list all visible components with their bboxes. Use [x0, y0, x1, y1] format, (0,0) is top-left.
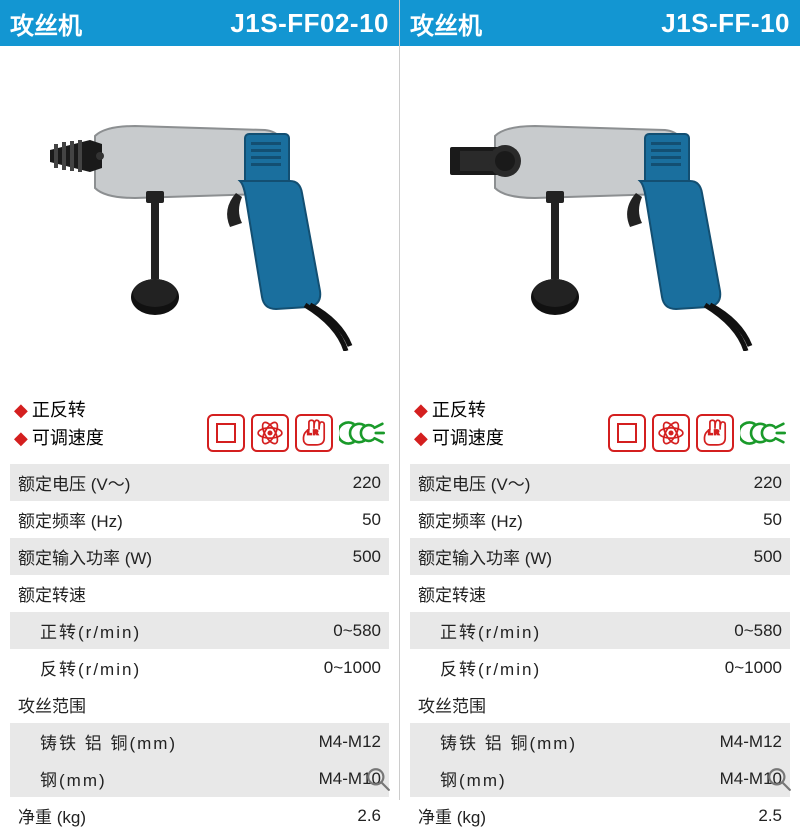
panel-header: 攻丝机 J1S-FF-10 [400, 0, 800, 46]
spec-value: 220 [353, 473, 381, 493]
diamond-icon: ◆ [414, 400, 428, 420]
spec-label: 反转(r/min) [418, 655, 541, 680]
spec-row: 额定电压 (V～) 220 [10, 464, 389, 501]
spec-section-header: 攻丝范围 [410, 686, 790, 723]
spec-value: 0~1000 [725, 658, 782, 678]
spec-row: 额定输入功率 (W) 500 [410, 538, 790, 575]
zoom-icon[interactable] [766, 766, 792, 792]
features-row: ◆正反转◆可调速度 L R [0, 396, 399, 460]
spec-row: 净重 (kg) 2.6 [10, 797, 389, 834]
spec-label: 额定输入功率 (W) [18, 544, 152, 569]
drill-illustration [440, 91, 760, 351]
spec-value: 50 [362, 510, 381, 530]
product-image [0, 46, 399, 396]
spec-label: 额定电压 (V～) [18, 470, 130, 495]
spec-table: 额定电压 (V～) 220 额定频率 (Hz) 50 额定输入功率 (W) 50… [400, 460, 800, 834]
spec-value: 220 [754, 473, 782, 493]
spec-label: 攻丝范围 [418, 692, 486, 717]
spec-row: 钢(mm) M4-M10 [10, 760, 389, 797]
atom-icon [251, 414, 289, 452]
spec-value: 2.5 [758, 806, 782, 826]
spec-row: 铸铁 铝 铜(mm) M4-M12 [410, 723, 790, 760]
svg-text:L R: L R [307, 430, 318, 437]
spec-label: 钢(mm) [418, 766, 507, 791]
spec-row: 额定输入功率 (W) 500 [10, 538, 389, 575]
spec-section-header: 额定转速 [410, 575, 790, 612]
zoom-icon[interactable] [365, 766, 391, 792]
spec-value: 0~1000 [324, 658, 381, 678]
drill-illustration [40, 91, 360, 351]
product-category: 攻丝机 [10, 6, 82, 41]
spec-label: 额定频率 (Hz) [18, 507, 123, 532]
panel-header: 攻丝机 J1S-FF02-10 [0, 0, 399, 46]
spec-label: 额定电压 (V～) [418, 470, 530, 495]
feature-item: ◆正反转 [14, 396, 104, 424]
features-row: ◆正反转◆可调速度 L R [400, 396, 800, 460]
feature-item: ◆正反转 [414, 396, 504, 424]
spec-row: 铸铁 铝 铜(mm) M4-M12 [10, 723, 389, 760]
spec-label: 正转(r/min) [418, 618, 541, 643]
atom-icon [652, 414, 690, 452]
ccc-icon [339, 414, 385, 452]
features-list: ◆正反转◆可调速度 [14, 396, 104, 452]
spec-row: 反转(r/min) 0~1000 [10, 649, 389, 686]
spec-row: 额定频率 (Hz) 50 [10, 501, 389, 538]
product-model: J1S-FF-10 [661, 8, 790, 39]
feature-text: 正反转 [432, 400, 486, 420]
spec-table: 额定电压 (V～) 220 额定频率 (Hz) 50 额定输入功率 (W) 50… [0, 460, 399, 834]
spec-label: 净重 (kg) [418, 803, 486, 828]
spec-label: 额定输入功率 (W) [418, 544, 552, 569]
spec-value: 0~580 [333, 621, 381, 641]
spec-label: 额定频率 (Hz) [418, 507, 523, 532]
diamond-icon: ◆ [414, 428, 428, 448]
feature-text: 正反转 [32, 400, 86, 420]
diamond-icon: ◆ [14, 428, 28, 448]
feature-item: ◆可调速度 [414, 424, 504, 452]
spec-row: 正转(r/min) 0~580 [10, 612, 389, 649]
spec-label: 攻丝范围 [18, 692, 86, 717]
spec-value: 2.6 [357, 806, 381, 826]
spec-label: 正转(r/min) [18, 618, 141, 643]
spec-value: 0~580 [734, 621, 782, 641]
diamond-icon: ◆ [14, 400, 28, 420]
spec-label: 净重 (kg) [18, 803, 86, 828]
spec-section-header: 攻丝范围 [10, 686, 389, 723]
spec-label: 铸铁 铝 铜(mm) [418, 729, 577, 754]
spec-row: 净重 (kg) 2.5 [410, 797, 790, 834]
spec-row: 额定电压 (V～) 220 [410, 464, 790, 501]
badges: L R [608, 414, 786, 452]
svg-text:L R: L R [708, 430, 719, 437]
spec-row: 正转(r/min) 0~580 [410, 612, 790, 649]
double-insulation-icon [207, 414, 245, 452]
feature-text: 可调速度 [32, 428, 104, 448]
spec-section-header: 额定转速 [10, 575, 389, 612]
spec-label: 钢(mm) [18, 766, 107, 791]
spec-label: 额定转速 [418, 581, 486, 606]
spec-row: 额定频率 (Hz) 50 [410, 501, 790, 538]
product-model: J1S-FF02-10 [230, 8, 389, 39]
spec-value: 50 [763, 510, 782, 530]
feature-item: ◆可调速度 [14, 424, 104, 452]
product-image [400, 46, 800, 396]
spec-label: 反转(r/min) [18, 655, 141, 680]
product-panel: 攻丝机 J1S-FF-10 [400, 0, 800, 800]
spec-value: 500 [353, 547, 381, 567]
product-panel: 攻丝机 J1S-FF02-10 [0, 0, 400, 800]
spec-label: 额定转速 [18, 581, 86, 606]
hand-lr-icon: L R [295, 414, 333, 452]
badges: L R [207, 414, 385, 452]
ccc-icon [740, 414, 786, 452]
double-insulation-icon [608, 414, 646, 452]
spec-label: 铸铁 铝 铜(mm) [18, 729, 177, 754]
features-list: ◆正反转◆可调速度 [414, 396, 504, 452]
spec-row: 反转(r/min) 0~1000 [410, 649, 790, 686]
spec-value: M4-M12 [720, 732, 782, 752]
spec-value: 500 [754, 547, 782, 567]
spec-row: 钢(mm) M4-M10 [410, 760, 790, 797]
spec-value: M4-M12 [319, 732, 381, 752]
product-category: 攻丝机 [410, 6, 482, 41]
feature-text: 可调速度 [432, 428, 504, 448]
hand-lr-icon: L R [696, 414, 734, 452]
